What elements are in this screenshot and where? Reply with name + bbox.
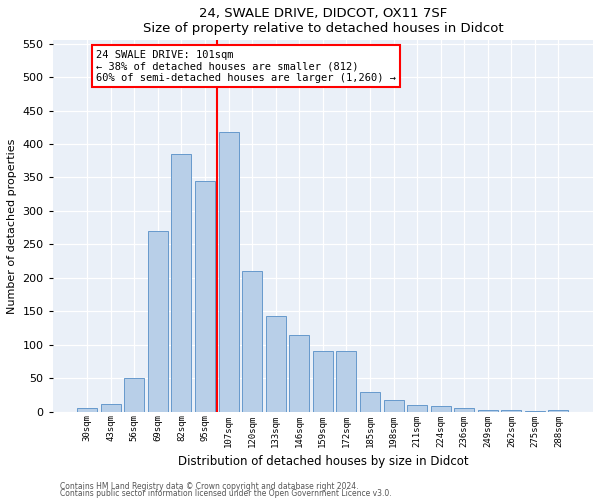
- Bar: [548, 410, 568, 412]
- X-axis label: Distribution of detached houses by size in Didcot: Distribution of detached houses by size …: [178, 455, 468, 468]
- Bar: [431, 406, 451, 412]
- Bar: [289, 334, 310, 411]
- Text: 24 SWALE DRIVE: 101sqm
← 38% of detached houses are smaller (812)
60% of semi-de: 24 SWALE DRIVE: 101sqm ← 38% of detached…: [96, 50, 396, 83]
- Bar: [525, 411, 545, 412]
- Bar: [148, 231, 168, 412]
- Bar: [172, 154, 191, 411]
- Bar: [313, 352, 333, 412]
- Bar: [218, 132, 239, 411]
- Bar: [124, 378, 145, 412]
- Bar: [383, 400, 404, 411]
- Bar: [101, 404, 121, 411]
- Bar: [77, 408, 97, 412]
- Text: Contains HM Land Registry data © Crown copyright and database right 2024.: Contains HM Land Registry data © Crown c…: [60, 482, 359, 491]
- Bar: [195, 181, 215, 412]
- Bar: [407, 405, 427, 411]
- Title: 24, SWALE DRIVE, DIDCOT, OX11 7SF
Size of property relative to detached houses i: 24, SWALE DRIVE, DIDCOT, OX11 7SF Size o…: [143, 7, 503, 35]
- Y-axis label: Number of detached properties: Number of detached properties: [7, 138, 17, 314]
- Bar: [360, 392, 380, 411]
- Bar: [266, 316, 286, 412]
- Bar: [478, 410, 498, 412]
- Bar: [454, 408, 474, 412]
- Bar: [337, 352, 356, 412]
- Bar: [502, 410, 521, 412]
- Text: Contains public sector information licensed under the Open Government Licence v3: Contains public sector information licen…: [60, 490, 392, 498]
- Bar: [242, 271, 262, 412]
